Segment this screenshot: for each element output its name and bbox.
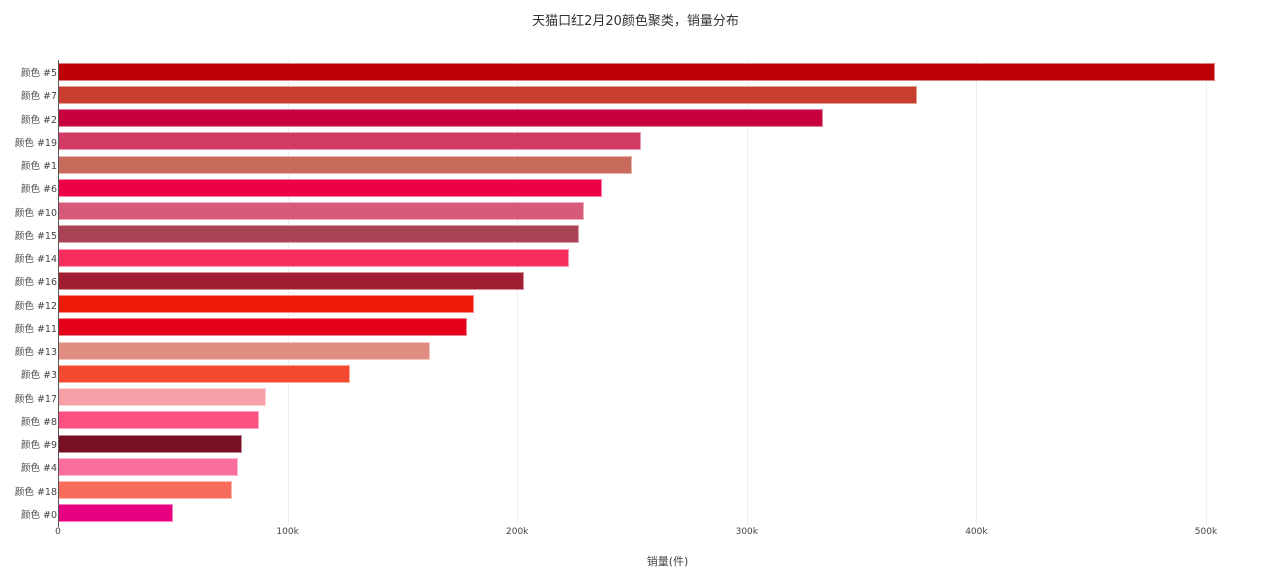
gridline [517,60,519,525]
bar[interactable] [58,504,173,523]
y-tick-label: 颜色 #5 [20,68,57,79]
y-tick-label: 颜色 #14 [14,254,57,265]
bar-row [58,432,1218,455]
y-tick-label: 颜色 #19 [14,137,57,149]
gridline [1206,60,1207,525]
bar-row [58,479,1218,502]
y-tick-label: 颜色 #10 [14,207,57,219]
x-tick-label: 200k [505,527,529,537]
bar-row [58,386,1218,409]
y-axis-line [58,60,59,527]
bar[interactable] [58,225,580,244]
y-tick-label: 颜色 #6 [20,184,57,196]
bar-row [58,339,1218,362]
bar-row [58,246,1218,269]
x-tick-label: 100k [276,527,299,537]
plot-area [58,60,1218,525]
bar-row [58,153,1218,176]
bar[interactable] [58,411,259,430]
bar-row [58,107,1218,130]
x-tick-label: 500k [1194,527,1218,537]
bar[interactable] [58,62,1216,81]
y-tick-label: 颜色 #15 [14,230,57,242]
bar-row [58,83,1218,106]
bar-row [58,455,1218,478]
y-tick-label: 颜色 #0 [20,509,57,521]
bar[interactable] [58,248,569,267]
bar[interactable] [58,271,525,290]
bar[interactable] [58,364,350,383]
bar-row [58,316,1218,339]
bar[interactable] [58,318,467,337]
bar[interactable] [58,434,242,453]
bar-row [58,60,1218,83]
x-tick-label: 0 [55,527,61,537]
gridline [287,60,289,525]
bar[interactable] [58,85,917,104]
bar[interactable] [58,132,642,151]
y-tick-label: 颜色 #13 [14,347,57,358]
y-tick-label: 颜色 #16 [14,277,57,289]
y-tick-label: 颜色 #4 [20,463,57,475]
y-tick-label: 颜色 #7 [20,91,57,103]
bar[interactable] [58,481,233,499]
bar-row [58,223,1218,246]
y-tick-label: 颜色 #12 [14,300,57,312]
bar-row [58,293,1218,316]
y-tick-label: 颜色 #3 [20,370,57,382]
bar-row [58,409,1218,432]
bar[interactable] [58,202,584,220]
y-tick-label: 颜色 #17 [14,393,57,405]
y-tick-label: 颜色 #18 [14,486,57,498]
bar[interactable] [58,178,603,197]
gridline [746,60,748,525]
y-tick-label: 颜色 #9 [20,440,57,451]
bar[interactable] [58,109,823,127]
bar-row [58,176,1218,199]
bar[interactable] [58,388,266,406]
y-tick-label: 颜色 #8 [20,416,57,428]
bar-row [58,502,1218,525]
chart-title: 天猫口红2月20颜色聚类，销量分布 [532,14,739,29]
x-axis-title: 销量(件) [646,555,689,568]
x-tick-label: 400k [965,527,988,537]
gridline [976,60,978,525]
bar-row [58,130,1218,153]
bar-row [58,362,1218,385]
bar[interactable] [58,155,632,174]
bar-row [58,200,1218,223]
bar[interactable] [58,341,430,360]
y-tick-label: 颜色 #11 [14,323,57,335]
x-tick-label: 300k [735,527,758,537]
y-tick-label: 颜色 #2 [20,114,57,126]
bar-row [58,269,1218,292]
bar[interactable] [58,457,239,476]
bar[interactable] [58,295,474,313]
y-tick-label: 颜色 #1 [20,161,57,172]
